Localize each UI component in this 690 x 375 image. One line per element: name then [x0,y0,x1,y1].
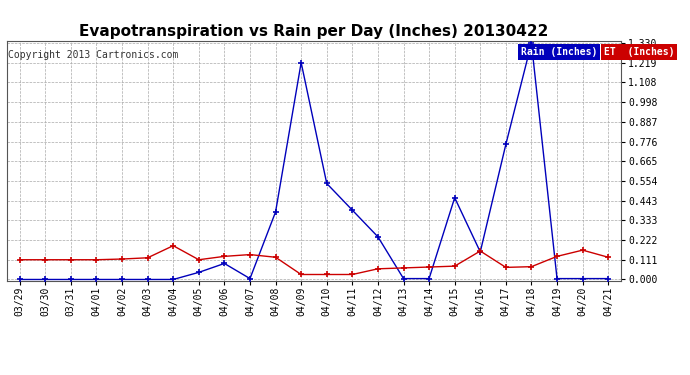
Text: Rain (Inches): Rain (Inches) [521,47,598,57]
Title: Evapotranspiration vs Rain per Day (Inches) 20130422: Evapotranspiration vs Rain per Day (Inch… [79,24,549,39]
Text: Copyright 2013 Cartronics.com: Copyright 2013 Cartronics.com [8,50,179,60]
Text: ET  (Inches): ET (Inches) [604,47,674,57]
